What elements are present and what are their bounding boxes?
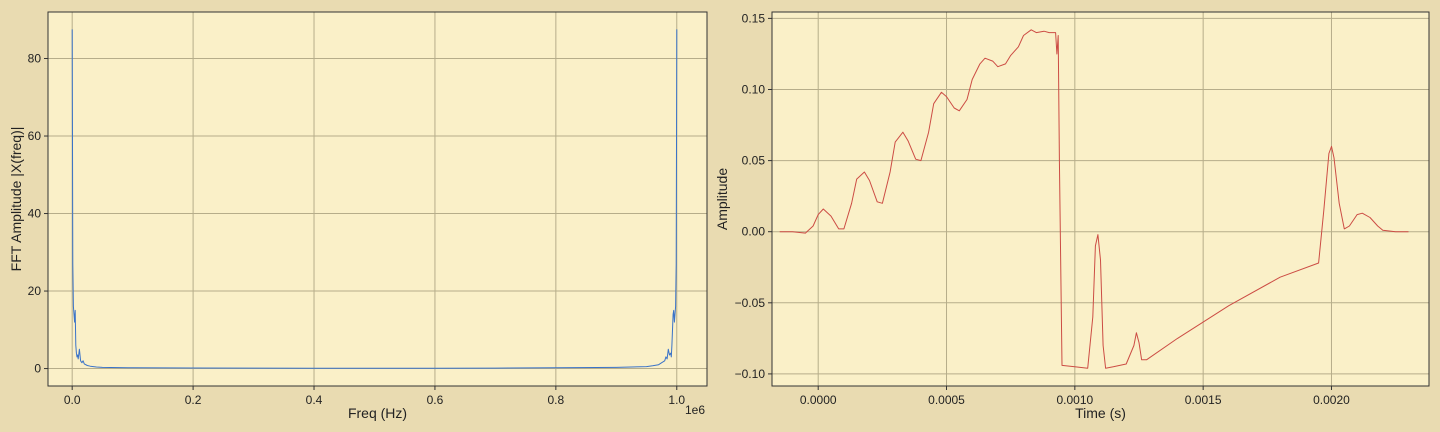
time-series-line-0 [779,29,1409,369]
time-y-tick-label: 0.15 [742,11,766,25]
fft-y-tick-label: 60 [28,129,42,143]
time-x-tick-label: 0.0020 [1313,393,1350,407]
fft-plot-area [48,12,707,386]
fft-x-tick-label: 0.4 [306,393,323,407]
fft-y-tick-label: 80 [28,52,42,66]
fft-series-line-0 [71,29,678,369]
time-y-tick-label: 0.10 [742,83,766,97]
fft-x-tick-label: 1.0 [668,393,685,407]
time-y-tick-label: −0.05 [735,296,766,310]
time-y-tick-label: 0.05 [742,154,766,168]
fft-axes-frame [47,11,708,387]
fft-y-axis-label: FFT Amplitude |X(freq)| [8,127,24,272]
time-y-axis-label: Amplitude [714,168,730,230]
time-series [779,29,1409,369]
time-x-tick-label: 0.0010 [1056,393,1093,407]
time-ticks: 0.0000 0.0005 0.0010 0.0015 0.0020 −0.10 −0.05… [735,11,1351,407]
fft-series [71,29,678,369]
time-x-tick-label: 0.0015 [1185,393,1222,407]
time-x-tick-label: 0.0000 [800,393,837,407]
fft-x-axis-label: Freq (Hz) [348,405,407,421]
fft-y-tick-label: 20 [28,284,42,298]
time-axes-frame [771,11,1430,387]
fft-x-tick-label: 0.0 [64,393,81,407]
fft-x-tick-label: 0.8 [548,393,565,407]
time-x-axis-label: Time (s) [1075,405,1126,421]
time-x-tick-label: 0.0005 [928,393,965,407]
fft-chart: 0.0 0.2 0.4 0.6 0.8 1.0 0 20 40 60 80 Freq (Hz) FF… [8,11,708,421]
fft-y-tick-label: 40 [28,207,42,221]
time-y-tick-label: 0.00 [742,225,766,239]
time-plot-area [772,12,1429,386]
time-y-tick-label: −0.10 [735,367,766,381]
time-gridlines [772,12,1429,386]
fft-x-tick-label: 0.6 [427,393,444,407]
fft-ticks: 0.0 0.2 0.4 0.6 0.8 1.0 0 20 40 60 80 [28,52,686,407]
fft-y-tick-label: 0 [34,362,41,376]
fft-gridlines [48,12,707,386]
fft-x-offset-text: 1e6 [685,403,705,417]
fft-x-tick-label: 0.2 [185,393,202,407]
time-chart: 0.0000 0.0005 0.0010 0.0015 0.0020 −0.10 −0.05… [714,11,1430,421]
